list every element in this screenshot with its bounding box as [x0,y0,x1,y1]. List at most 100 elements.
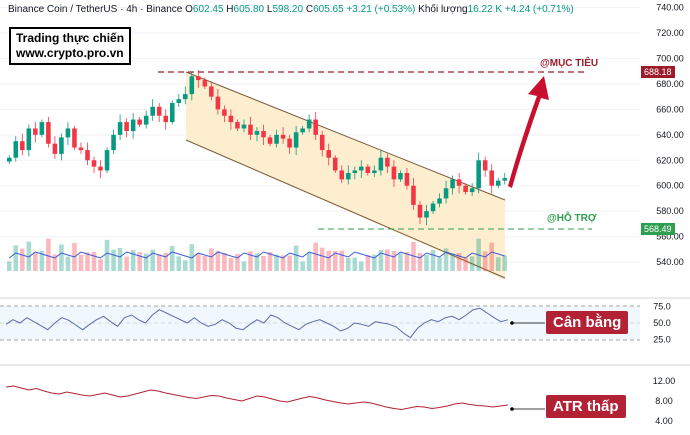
price-tick-label: 620.00 [656,155,684,165]
candle-body [163,115,169,123]
price-axis: 540.00 560.00 580.00 600.00 620.00 640.00 660.… [656,3,684,268]
candle-body [137,119,142,125]
volume-bar [85,252,90,271]
volume-bar [202,256,208,271]
volume-bar [6,261,12,271]
candle-body [267,137,273,144]
target-arrow [508,76,549,188]
ohlc-change: +3.21 (+0.53%) [346,4,416,15]
candle-body [495,180,501,186]
volume-bar [293,245,299,271]
volume-bar [443,248,449,271]
volume-bar [345,258,351,271]
volume-bar [228,258,234,271]
ohlc-high: H605.80 [226,4,265,15]
candle-body [52,143,58,154]
price-tick-label: 740.00 [656,3,684,13]
volume-bar [450,254,455,271]
candle-body [46,122,51,144]
candle-body [274,134,279,144]
volume-bar [372,254,377,271]
rsi-tick-label: 75.0 [653,301,671,311]
volume-bar [385,249,390,271]
candle-body [111,134,116,151]
volume-bar [287,255,292,271]
volume-bar [378,250,384,271]
volume-bar [52,254,58,271]
candle-body [287,138,292,148]
volume-bar [495,257,501,271]
price-tick-label: 640.00 [656,130,684,140]
candle-body [443,188,449,199]
volume-bar [209,248,214,271]
atr-tick-label: 8.00 [655,396,673,406]
volume-bar [326,250,331,271]
volume-bar [176,256,182,271]
candle-body [176,99,182,103]
candle-body [411,185,416,205]
candle-body [20,141,25,151]
candle-body [450,179,455,189]
volume-bar [137,252,142,271]
price-tick-label: 720.00 [656,28,684,38]
volume-bar [235,254,240,271]
candle-body [215,96,221,110]
volume-bar [398,253,403,271]
candle-body [385,157,390,167]
candle-body [59,137,64,154]
rsi-tick-label: 25.0 [653,335,671,345]
candle-body [417,204,423,218]
candle-body [65,128,71,138]
watermark-title: Trading thực chiến [16,31,125,45]
candle-body [156,106,162,116]
volume-bar [280,255,286,271]
candle-body [345,173,351,180]
candle-body [326,150,331,158]
candle-body [248,124,253,135]
candle-body [39,122,45,135]
candle-body [300,128,305,133]
candle-body [72,128,77,148]
volume-bar [169,246,175,271]
candle-body [222,109,227,116]
atr-tick-label: 4.00 [655,416,673,426]
rsi-panel: 25.0 50.0 75.0 [0,301,671,345]
candle-body [476,160,481,189]
volume-bar [111,249,116,271]
price-tick-label: 580.00 [656,206,684,216]
candle-body [482,160,488,171]
candle-body [124,122,129,131]
symbol-label: Binance Coin / TetherUS · 4h · Binance [8,4,183,15]
volume-bar [332,251,338,271]
candle-body [6,157,12,162]
rsi-label: Cân bằng [546,311,629,334]
volume-bar [130,250,136,271]
volume-bar [502,255,508,271]
candle-body [169,103,175,123]
volume-bar [46,238,51,271]
candle-body [78,147,84,151]
candle-body [378,157,384,171]
volume-bar [33,252,38,271]
volume-bar [437,257,442,271]
ohlc-low: L598.20 [266,4,304,15]
volume-change: +4.24 (+0.71%) [504,4,574,15]
candle-body [391,166,397,180]
price-tick-label: 600.00 [656,181,684,191]
volume-bar [359,261,364,271]
volume-bar [456,253,462,271]
watermark-url: www.crypto.pro.vn [16,46,124,60]
volume-bar [254,253,260,271]
volume-bar [404,252,410,271]
volume-bar [469,256,475,271]
volume-bar [339,250,345,271]
candle-body [98,166,103,171]
atr-tick-label: 12.00 [653,376,676,386]
volume-label: Khối lượng [418,4,468,15]
volume-bar [98,259,103,271]
volume-bar [274,254,279,271]
candle-body [254,131,260,135]
volume-bar [59,244,64,271]
volume-bar [104,239,110,271]
volume-bar [196,253,201,271]
